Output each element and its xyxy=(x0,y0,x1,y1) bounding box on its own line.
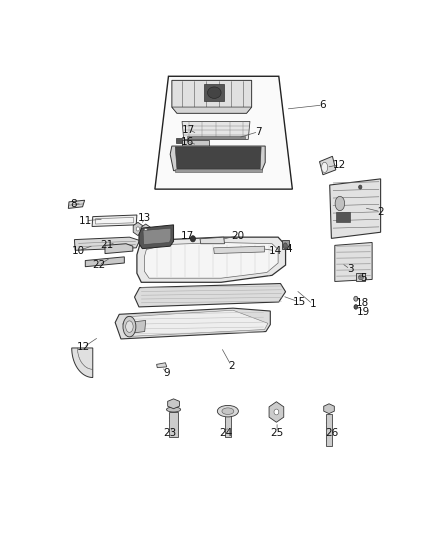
Text: 12: 12 xyxy=(333,159,346,169)
Polygon shape xyxy=(182,122,250,140)
Polygon shape xyxy=(172,107,251,113)
Text: 4: 4 xyxy=(286,245,292,254)
Text: 12: 12 xyxy=(77,342,90,352)
Text: 25: 25 xyxy=(270,427,284,438)
Polygon shape xyxy=(139,225,173,248)
Ellipse shape xyxy=(354,296,358,301)
Polygon shape xyxy=(324,404,334,414)
Text: 2: 2 xyxy=(228,361,235,370)
Text: 20: 20 xyxy=(232,230,244,240)
Polygon shape xyxy=(156,363,167,368)
Text: 14: 14 xyxy=(269,246,282,256)
Bar xyxy=(170,412,178,438)
Polygon shape xyxy=(170,146,265,171)
Text: 10: 10 xyxy=(72,246,85,256)
Text: 2: 2 xyxy=(377,207,384,217)
Polygon shape xyxy=(200,237,224,244)
Polygon shape xyxy=(320,156,336,175)
Text: 9: 9 xyxy=(163,368,170,377)
Polygon shape xyxy=(137,237,286,282)
Polygon shape xyxy=(269,402,284,422)
Bar xyxy=(326,414,332,447)
Ellipse shape xyxy=(359,275,363,280)
Ellipse shape xyxy=(191,236,195,242)
Text: 7: 7 xyxy=(255,127,262,136)
Polygon shape xyxy=(356,273,365,281)
Polygon shape xyxy=(175,147,261,169)
Polygon shape xyxy=(143,228,171,245)
Text: 3: 3 xyxy=(347,264,353,274)
Text: 18: 18 xyxy=(355,298,369,308)
Polygon shape xyxy=(95,217,134,224)
Text: 22: 22 xyxy=(92,260,106,270)
Polygon shape xyxy=(134,320,146,333)
Text: 26: 26 xyxy=(325,427,338,438)
Ellipse shape xyxy=(321,162,328,173)
Text: 8: 8 xyxy=(70,199,77,209)
Text: 16: 16 xyxy=(180,137,194,147)
Polygon shape xyxy=(182,140,209,146)
Text: 21: 21 xyxy=(101,240,114,251)
Text: 11: 11 xyxy=(79,216,92,226)
Ellipse shape xyxy=(222,408,234,415)
Text: 24: 24 xyxy=(219,427,233,438)
Text: 19: 19 xyxy=(357,307,370,317)
Ellipse shape xyxy=(335,196,345,211)
Polygon shape xyxy=(92,215,137,227)
Ellipse shape xyxy=(359,185,362,189)
Polygon shape xyxy=(134,284,286,307)
Polygon shape xyxy=(172,80,251,113)
Ellipse shape xyxy=(126,321,133,333)
Ellipse shape xyxy=(274,409,279,415)
Text: 17: 17 xyxy=(180,230,194,240)
Polygon shape xyxy=(105,244,133,254)
Polygon shape xyxy=(74,237,140,251)
Polygon shape xyxy=(115,308,270,339)
Polygon shape xyxy=(175,169,262,172)
Text: 5: 5 xyxy=(360,273,367,283)
Ellipse shape xyxy=(283,243,287,248)
Polygon shape xyxy=(204,84,224,101)
Polygon shape xyxy=(187,136,245,140)
Polygon shape xyxy=(145,243,278,278)
Text: 15: 15 xyxy=(293,297,306,307)
Text: 23: 23 xyxy=(163,427,177,438)
Text: 13: 13 xyxy=(138,213,152,223)
Polygon shape xyxy=(68,200,85,208)
Text: 17: 17 xyxy=(182,125,195,135)
Ellipse shape xyxy=(208,87,221,99)
Polygon shape xyxy=(214,246,265,254)
Polygon shape xyxy=(176,138,182,143)
Ellipse shape xyxy=(144,229,148,232)
Polygon shape xyxy=(330,179,381,238)
Polygon shape xyxy=(168,399,180,409)
Polygon shape xyxy=(133,222,143,236)
Ellipse shape xyxy=(136,227,140,231)
Polygon shape xyxy=(335,243,372,281)
Text: 1: 1 xyxy=(309,299,316,309)
Ellipse shape xyxy=(354,305,358,309)
Ellipse shape xyxy=(166,407,181,412)
Polygon shape xyxy=(155,76,293,189)
Polygon shape xyxy=(123,310,268,336)
Bar xyxy=(225,414,230,438)
Polygon shape xyxy=(85,257,124,266)
Polygon shape xyxy=(336,212,350,222)
Ellipse shape xyxy=(123,317,136,337)
Polygon shape xyxy=(141,224,150,237)
Ellipse shape xyxy=(217,406,238,417)
Polygon shape xyxy=(282,240,289,249)
Text: 6: 6 xyxy=(320,100,326,110)
Polygon shape xyxy=(72,348,93,377)
